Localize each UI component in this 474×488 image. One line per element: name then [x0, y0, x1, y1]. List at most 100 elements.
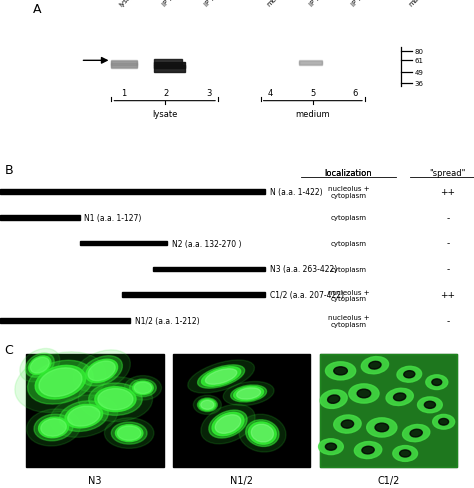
Ellipse shape [29, 356, 51, 375]
Ellipse shape [349, 384, 379, 403]
Ellipse shape [393, 446, 418, 462]
Bar [320, 354, 457, 467]
Ellipse shape [201, 401, 214, 409]
Bar [154, 66, 185, 72]
Ellipse shape [246, 420, 279, 447]
Ellipse shape [251, 425, 273, 442]
Ellipse shape [237, 388, 261, 399]
Ellipse shape [41, 419, 66, 436]
Text: N1/2: N1/2 [230, 475, 253, 486]
Bar [320, 354, 457, 467]
Ellipse shape [133, 381, 153, 395]
Ellipse shape [341, 420, 354, 428]
Text: N2 (a.a. 132-270 ): N2 (a.a. 132-270 ) [172, 239, 241, 248]
Text: C: C [5, 344, 13, 357]
Ellipse shape [89, 383, 142, 415]
Text: nucleolus +
cytoplasm: nucleolus + cytoplasm [328, 289, 369, 302]
Ellipse shape [215, 415, 241, 433]
Ellipse shape [198, 365, 245, 388]
Ellipse shape [198, 398, 217, 412]
Ellipse shape [95, 387, 136, 412]
Text: IP no Ab: IP no Ab [204, 0, 228, 8]
Ellipse shape [433, 415, 455, 429]
Ellipse shape [205, 369, 237, 385]
Ellipse shape [199, 399, 216, 410]
Text: ++: ++ [440, 291, 456, 300]
Ellipse shape [209, 410, 247, 438]
Ellipse shape [362, 447, 374, 454]
Ellipse shape [234, 386, 264, 401]
Ellipse shape [118, 426, 141, 440]
Text: 49: 49 [415, 69, 424, 76]
Ellipse shape [439, 419, 448, 425]
Ellipse shape [27, 409, 81, 446]
Ellipse shape [400, 450, 411, 457]
Ellipse shape [88, 361, 115, 381]
Ellipse shape [27, 361, 93, 404]
Text: medium: medium [295, 109, 330, 119]
Ellipse shape [404, 371, 415, 378]
Ellipse shape [26, 353, 54, 378]
Ellipse shape [104, 418, 154, 448]
Bar [80, 241, 167, 246]
Text: localization: localization [325, 169, 372, 178]
Ellipse shape [231, 385, 266, 402]
Ellipse shape [86, 360, 118, 383]
Ellipse shape [432, 379, 442, 386]
Text: IP no Ab: IP no Ab [351, 0, 375, 8]
Ellipse shape [334, 415, 361, 433]
Text: marker: marker [408, 0, 429, 8]
Ellipse shape [38, 417, 69, 438]
Ellipse shape [20, 349, 60, 382]
Ellipse shape [418, 397, 442, 413]
Bar [111, 63, 137, 69]
Ellipse shape [34, 414, 73, 441]
Ellipse shape [367, 418, 397, 437]
Text: 2: 2 [163, 89, 169, 98]
Text: N (a.a. 1-422): N (a.a. 1-422) [270, 187, 323, 197]
Text: IP RaN: IP RaN [308, 0, 328, 8]
Text: -: - [447, 265, 449, 274]
Ellipse shape [73, 350, 130, 392]
Bar [154, 60, 182, 66]
Text: medium: medium [265, 0, 290, 8]
Ellipse shape [59, 401, 109, 431]
Text: N3: N3 [88, 475, 101, 486]
Ellipse shape [129, 379, 156, 397]
Text: lysate: lysate [118, 0, 137, 8]
Bar [0, 216, 80, 220]
Ellipse shape [39, 368, 82, 397]
Ellipse shape [193, 395, 221, 415]
Text: 4: 4 [267, 89, 273, 98]
Ellipse shape [124, 376, 162, 400]
Ellipse shape [326, 362, 356, 380]
Text: -: - [447, 213, 449, 222]
Ellipse shape [328, 395, 340, 404]
Text: IP RaN: IP RaN [161, 0, 182, 8]
Ellipse shape [410, 429, 422, 437]
Ellipse shape [98, 389, 133, 410]
Ellipse shape [201, 367, 241, 386]
Bar [154, 63, 185, 69]
Ellipse shape [320, 390, 347, 408]
Bar [111, 62, 137, 68]
Text: cytoplasm: cytoplasm [330, 266, 366, 272]
Text: 80: 80 [415, 48, 424, 55]
Ellipse shape [15, 352, 106, 413]
Bar [153, 267, 265, 272]
Text: ++: ++ [440, 187, 456, 197]
Ellipse shape [361, 357, 389, 374]
Ellipse shape [355, 442, 382, 459]
Ellipse shape [188, 360, 255, 393]
Ellipse shape [325, 443, 337, 450]
Ellipse shape [115, 425, 143, 442]
Text: lysate: lysate [152, 109, 177, 119]
Text: 3: 3 [206, 89, 211, 98]
Ellipse shape [201, 405, 255, 444]
Ellipse shape [369, 362, 381, 369]
Text: -: - [447, 317, 449, 325]
Ellipse shape [81, 356, 122, 386]
Ellipse shape [239, 414, 286, 452]
Ellipse shape [334, 367, 347, 375]
Ellipse shape [248, 422, 276, 444]
